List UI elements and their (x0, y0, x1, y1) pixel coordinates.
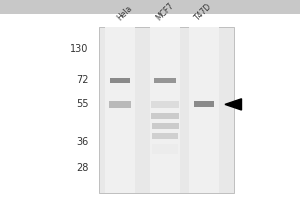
Bar (151, 113, 179, 119)
Text: 130: 130 (70, 44, 88, 54)
Text: 36: 36 (76, 137, 88, 147)
Text: 28: 28 (76, 163, 88, 173)
Text: T47D: T47D (194, 2, 214, 23)
Text: Hela: Hela (116, 4, 134, 23)
Bar (154, 78, 176, 83)
Bar (152, 144, 178, 154)
Bar (109, 101, 131, 108)
Bar (152, 123, 178, 129)
Text: MCF7: MCF7 (154, 1, 176, 23)
Bar (150, 27, 180, 193)
Bar (151, 101, 179, 108)
Bar (99, 27, 234, 193)
Bar (110, 78, 130, 83)
Bar (194, 101, 214, 107)
Text: 55: 55 (76, 99, 88, 109)
Bar (105, 27, 135, 193)
Text: 72: 72 (76, 75, 88, 85)
Polygon shape (225, 99, 242, 110)
Bar (189, 27, 219, 193)
Bar (152, 133, 178, 139)
